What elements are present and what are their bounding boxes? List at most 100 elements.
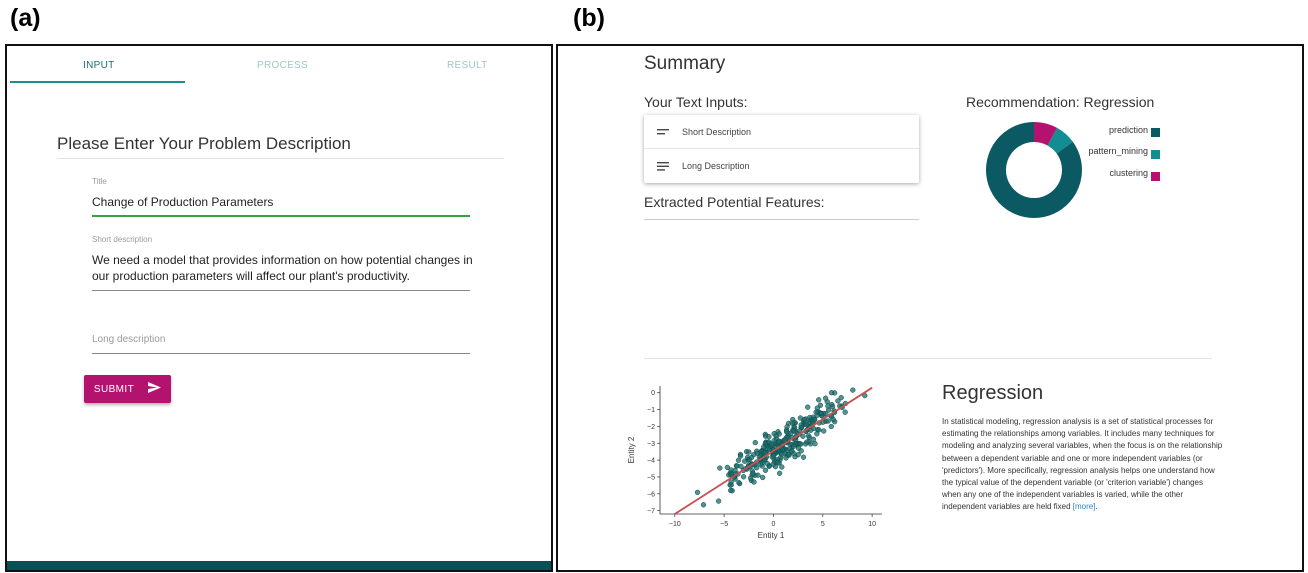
scatter-point	[761, 444, 767, 450]
list-item-label: Short Description	[682, 127, 752, 137]
scatter-point	[842, 409, 848, 415]
text-inputs-list: Short Description Long Description	[644, 115, 919, 183]
x-tick-label: 0	[772, 521, 776, 528]
features-heading: Extracted Potential Features:	[644, 194, 825, 210]
scatter-point	[829, 403, 836, 410]
scatter-point	[736, 480, 742, 486]
legend-prediction: prediction	[1108, 125, 1148, 135]
y-tick-label: −7	[647, 508, 655, 515]
heading-divider	[57, 158, 504, 159]
scatter-point	[694, 489, 701, 496]
scatter-point	[768, 441, 775, 448]
scatter-point	[717, 465, 723, 471]
list-item-short-description[interactable]: Short Description	[644, 115, 919, 149]
short-text-icon	[644, 129, 682, 135]
scatter-point	[798, 441, 804, 447]
scatter-point	[798, 422, 804, 428]
scatter-point	[728, 482, 734, 488]
legend-swatch-prediction	[1151, 128, 1160, 137]
scatter-point	[728, 471, 735, 477]
scatter-point	[728, 487, 734, 494]
scatter-point	[816, 397, 822, 403]
more-link[interactable]: [more]	[1072, 502, 1096, 512]
scatter-point	[775, 459, 781, 466]
scatter-point	[737, 453, 744, 459]
y-tick-label: −4	[647, 458, 655, 465]
scatter-point	[747, 475, 754, 481]
tab-result[interactable]: RESULT	[447, 60, 488, 71]
scatter-point	[812, 441, 818, 447]
y-tick-label: −3	[647, 441, 655, 448]
scatter-point	[782, 437, 788, 443]
regression-title: Regression	[942, 382, 1044, 404]
scatter-point	[751, 479, 757, 485]
scatter-point	[838, 395, 844, 401]
list-item-label: Long Description	[682, 161, 750, 171]
section-divider	[644, 358, 1212, 359]
x-tick-label: 5	[821, 521, 825, 528]
title-field[interactable]: Change of Production Parameters	[92, 195, 274, 209]
scatter-point	[762, 433, 769, 439]
y-tick-label: −1	[647, 407, 655, 414]
long-description-field[interactable]: Long description	[92, 334, 166, 345]
scatter-point	[757, 461, 764, 467]
scatter-point	[789, 448, 795, 454]
donut-slice-pattern-mining	[1047, 127, 1073, 154]
scatter-point	[791, 443, 797, 449]
summary-title: Summary	[644, 53, 726, 74]
scatter-point	[789, 420, 795, 426]
scatter-point	[779, 464, 785, 470]
scatter-point	[755, 472, 761, 478]
scatter-point	[700, 502, 707, 508]
tab-input[interactable]: INPUT	[83, 60, 115, 71]
scatter-point	[800, 433, 806, 439]
list-divider	[644, 148, 919, 149]
donut-slice-clustering	[1033, 122, 1058, 146]
scatter-point	[779, 451, 785, 457]
scatter-point	[816, 427, 822, 433]
scatter-point	[752, 439, 758, 446]
x-tick-label: −5	[720, 521, 728, 528]
scatter-point	[764, 461, 771, 467]
scatter-point	[776, 438, 782, 444]
scatter-point	[828, 390, 835, 396]
recommendation-donut-chart	[986, 122, 1082, 218]
scatter-point	[825, 403, 831, 409]
features-divider	[644, 219, 919, 220]
regression-description: In statistical modeling, regression anal…	[942, 417, 1223, 512]
result-summary-panel: Summary Your Text Inputs: Short Descript…	[556, 44, 1304, 572]
scatter-point	[806, 433, 812, 439]
long-text-icon	[644, 161, 682, 171]
title-field-label: Title	[92, 177, 107, 186]
scatter-point	[750, 470, 756, 476]
scatter-point	[734, 463, 740, 469]
x-tick-label: −10	[669, 521, 681, 528]
legend-pattern-mining: pattern_mining	[1088, 146, 1148, 156]
recommendation-title: Recommendation: Regression	[966, 94, 1155, 110]
short-description-label: Short description	[92, 235, 153, 244]
y-tick-label: −5	[647, 474, 655, 481]
scatter-point	[715, 498, 722, 504]
footer-bar	[7, 561, 551, 570]
x-axis-label: Entity 1	[758, 531, 785, 540]
submit-button[interactable]: SUBMIT	[84, 375, 171, 403]
regression-line	[674, 386, 873, 515]
scatter-point	[790, 428, 797, 434]
figure-label-a: (a)	[10, 4, 41, 32]
scatter-point	[770, 453, 777, 459]
scatter-point	[822, 395, 829, 401]
scatter-point	[825, 418, 831, 424]
list-item-long-description[interactable]: Long Description	[644, 149, 919, 183]
tab-process[interactable]: PROCESS	[257, 60, 309, 71]
short-description-field[interactable]: We need a model that provides informatio…	[92, 253, 473, 283]
scatter-point	[805, 404, 811, 410]
submit-button-label: SUBMIT	[93, 383, 135, 395]
regression-description-text: In statistical modeling, regression anal…	[942, 417, 1223, 512]
legend-clustering: clustering	[1109, 168, 1148, 178]
scatter-point	[821, 428, 827, 434]
long-description-underline	[92, 353, 470, 354]
scatter-point	[835, 398, 841, 404]
scatter-point	[803, 422, 810, 428]
scatter-point	[783, 429, 790, 435]
step-tabs: INPUT PROCESS RESULT	[7, 46, 551, 84]
